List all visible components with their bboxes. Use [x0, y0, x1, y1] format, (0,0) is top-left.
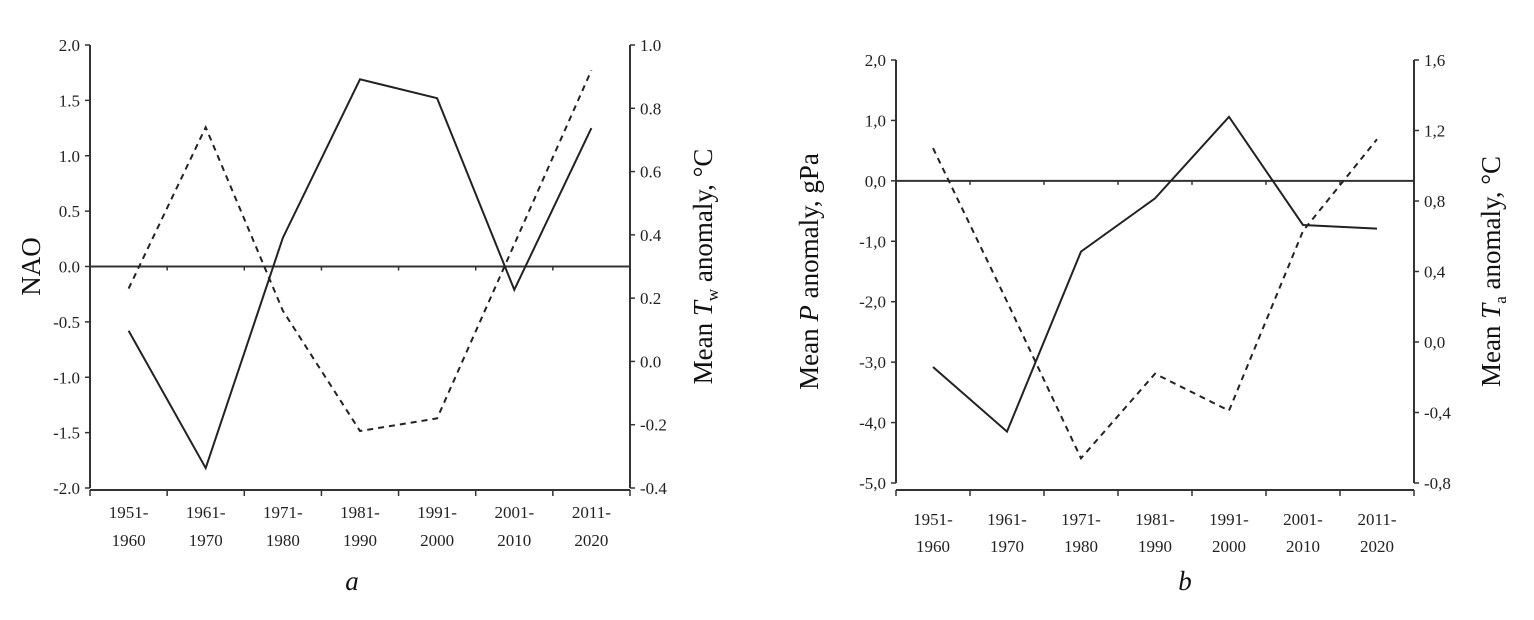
right-y-tick-label: -0,8: [1424, 474, 1451, 493]
chart-panel-a: 2.0 1.5 1.0 0.5 0.0 -0.5 -1.0 -1.5 -2.0 1.0 0.8 0.6…: [16, 36, 722, 596]
x-tick-label: 1990: [1138, 537, 1172, 556]
left-y-tick-label: -5,0: [859, 474, 886, 493]
left-y-tick-label: -2.0: [53, 479, 80, 498]
right-y-tick-label: 0.6: [640, 163, 661, 182]
left-y-tick-label: 0.0: [59, 258, 80, 277]
x-tick-label: 1970: [189, 531, 223, 550]
left-y-tick-label: 0,0: [865, 172, 886, 191]
x-tick-label: 1971-: [1061, 510, 1101, 529]
x-tick-label: 1981-: [340, 503, 380, 522]
x-tick-label: 1961-: [987, 510, 1027, 529]
x-tick-label: 2011-: [572, 503, 611, 522]
x-tick-label: 2010: [497, 531, 531, 550]
x-tick-label: 2000: [1212, 537, 1246, 556]
chart-panel-b: 2,0 1,0 0,0 -1,0 -2,0 -3,0 -4,0 -5,0 1,6 1,2 0,8 0,…: [794, 51, 1510, 596]
x-tick-label: 2000: [420, 531, 454, 550]
left-y-axis-title: NAO: [16, 237, 46, 296]
series-line-mean-tw-anomaly: [127, 69, 593, 433]
right-y-tick-label: 0,0: [1424, 333, 1445, 352]
right-y-tick-label: 1,6: [1424, 51, 1445, 70]
left-y-tick-label: -1.0: [53, 368, 80, 387]
series-line-mean-p-anomaly: [932, 115, 1378, 434]
right-y-tick-label: 0.4: [640, 226, 662, 245]
left-y-tick-label: 0.5: [59, 202, 80, 221]
x-tick-label: 1951-: [109, 503, 149, 522]
series-line-nao: [127, 78, 593, 471]
x-tick-label: 2020: [1360, 537, 1394, 556]
x-tick-label: 1991-: [1209, 510, 1249, 529]
right-y-axis-title: Mean Ta anomaly, °C: [1476, 156, 1510, 387]
x-tick-label: 1971-: [263, 503, 303, 522]
right-y-tick-label: -0,4: [1424, 404, 1451, 423]
x-tick-label: 1980: [1064, 537, 1098, 556]
right-y-tick-label: 0,8: [1424, 192, 1445, 211]
right-y-tick-label: 0,4: [1424, 263, 1446, 282]
left-y-tick-label: -2,0: [859, 293, 886, 312]
left-y-tick-label: 1,0: [865, 111, 886, 130]
left-y-tick-label: -3,0: [859, 353, 886, 372]
left-y-tick-label: 2.0: [59, 36, 80, 55]
x-tick-label: 1960: [916, 537, 950, 556]
x-tick-label: 1970: [990, 537, 1024, 556]
left-y-tick-label: -0.5: [53, 313, 80, 332]
panel-label: a: [345, 566, 359, 596]
right-y-tick-label: 0.2: [640, 289, 661, 308]
x-tick-label: 2001-: [494, 503, 534, 522]
left-y-tick-label: 2,0: [865, 51, 886, 70]
right-y-axis-title: Mean Tw anomaly, °C: [688, 149, 722, 385]
right-y-tick-label: -0.4: [640, 479, 667, 498]
right-y-tick-label: -0.2: [640, 416, 667, 435]
x-tick-label: 2020: [574, 531, 608, 550]
panel-label: b: [1178, 566, 1192, 596]
left-y-tick-label: -1.5: [53, 424, 80, 443]
x-tick-label: 1980: [266, 531, 300, 550]
left-y-tick-label: -1,0: [859, 232, 886, 251]
right-y-tick-label: 1,2: [1424, 122, 1445, 141]
x-tick-label: 2011-: [1357, 510, 1396, 529]
x-tick-label: 2001-: [1283, 510, 1323, 529]
left-y-tick-label: 1.0: [59, 147, 80, 166]
x-tick-label: 1951-: [913, 510, 953, 529]
left-y-tick-label: 1.5: [59, 91, 80, 110]
right-y-tick-label: 0.8: [640, 99, 661, 118]
x-tick-label: 1981-: [1135, 510, 1175, 529]
left-y-tick-label: -4,0: [859, 414, 886, 433]
x-tick-label: 1991-: [417, 503, 457, 522]
right-y-tick-label: 1.0: [640, 36, 661, 55]
x-tick-label: 1961-: [186, 503, 226, 522]
x-tick-label: 1960: [112, 531, 146, 550]
x-tick-label: 1990: [343, 531, 377, 550]
series-line-mean-ta-anomaly: [932, 138, 1378, 461]
left-y-axis-title: Mean P anomaly, gPa: [794, 153, 824, 390]
right-y-tick-label: 0.0: [640, 352, 661, 371]
x-tick-label: 2010: [1286, 537, 1320, 556]
